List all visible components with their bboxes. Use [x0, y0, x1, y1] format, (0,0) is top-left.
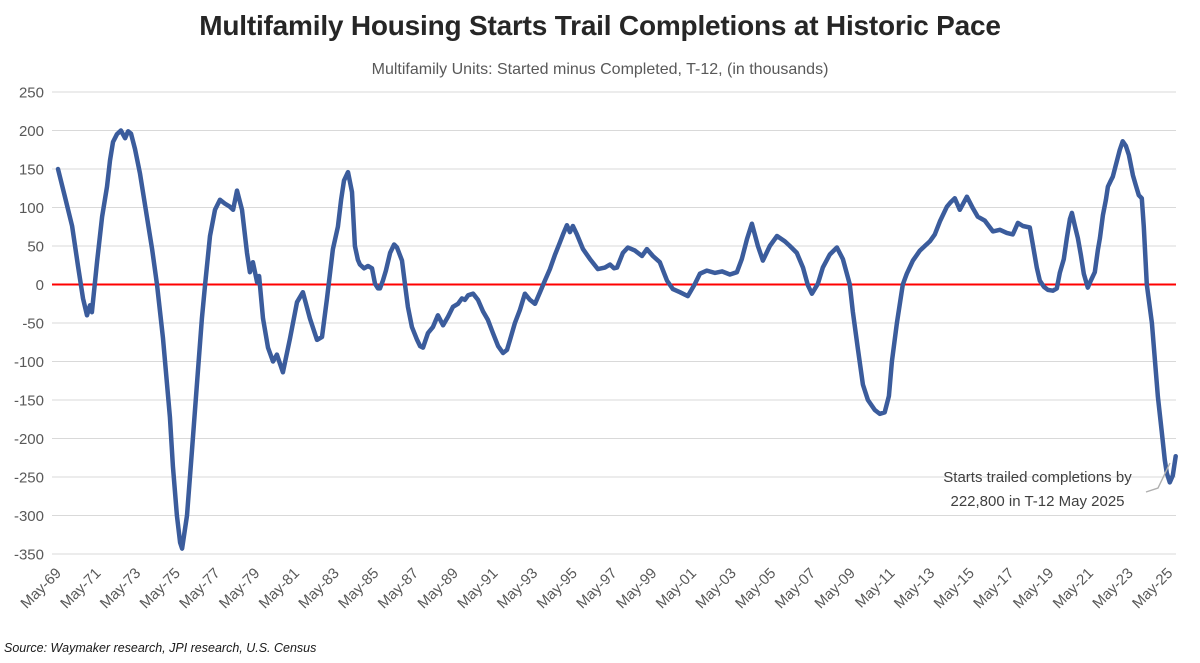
- x-tick-label: May-13: [891, 565, 938, 612]
- x-tick-label: May-21: [1050, 565, 1097, 612]
- y-tick-label: 200: [19, 123, 44, 140]
- y-tick-label: 100: [19, 200, 44, 217]
- y-tick-label: 250: [19, 85, 44, 102]
- x-tick-label: May-19: [1010, 565, 1057, 612]
- y-tick-label: -300: [14, 508, 44, 525]
- y-tick-label: -200: [14, 431, 44, 448]
- x-tick-label: May-89: [414, 565, 461, 612]
- y-tick-label: 50: [27, 239, 44, 256]
- x-tick-label: May-73: [97, 565, 144, 612]
- chart-subtitle: Multifamily Units: Started minus Complet…: [371, 61, 829, 78]
- x-tick-label: May-07: [772, 565, 819, 612]
- callout-line-2: 222,800 in T-12 May 2025: [950, 493, 1125, 510]
- x-tick-label: May-71: [57, 565, 104, 612]
- x-tick-label: May-17: [970, 565, 1017, 612]
- x-tick-label: May-77: [176, 565, 223, 612]
- chart-title: Multifamily Housing Starts Trail Complet…: [199, 10, 1001, 41]
- y-tick-label: -100: [14, 354, 44, 371]
- x-tick-label: May-85: [335, 565, 382, 612]
- x-tick-label: May-01: [653, 565, 700, 612]
- x-tick-label: May-99: [613, 565, 660, 612]
- y-tick-label: -150: [14, 393, 44, 410]
- y-tick-label: -350: [14, 547, 44, 564]
- x-tick-label: May-81: [256, 565, 303, 612]
- x-tick-label: May-93: [494, 565, 541, 612]
- x-tick-label: May-91: [454, 565, 501, 612]
- callout-annotation: Starts trailed completions by 222,800 in…: [905, 466, 1170, 514]
- x-tick-label: May-15: [931, 565, 978, 612]
- y-tick-label: -50: [22, 316, 44, 333]
- x-tick-label: May-75: [137, 565, 184, 612]
- callout-line-1: Starts trailed completions by: [943, 469, 1132, 486]
- x-tick-label: May-97: [573, 565, 620, 612]
- x-tick-label: May-11: [852, 565, 899, 612]
- y-tick-label: -250: [14, 470, 44, 487]
- x-tick-label: May-95: [534, 565, 581, 612]
- x-tick-label: May-25: [1129, 565, 1176, 612]
- y-tick-label: 0: [36, 277, 44, 294]
- x-tick-label: May-05: [732, 565, 779, 612]
- x-tick-label: May-87: [375, 565, 422, 612]
- x-tick-label: May-09: [811, 565, 858, 612]
- x-tick-label: May-79: [216, 565, 263, 612]
- y-tick-label: 150: [19, 162, 44, 179]
- source-note: Source: Waymaker research, JPI research,…: [4, 641, 317, 655]
- x-tick-label: May-83: [295, 565, 342, 612]
- annotation-leader-line: [1145, 462, 1171, 493]
- series-line: [55, 128, 1178, 551]
- x-tick-label: May-69: [17, 565, 64, 612]
- x-tick-label: May-03: [692, 565, 739, 612]
- x-tick-label: May-23: [1089, 565, 1136, 612]
